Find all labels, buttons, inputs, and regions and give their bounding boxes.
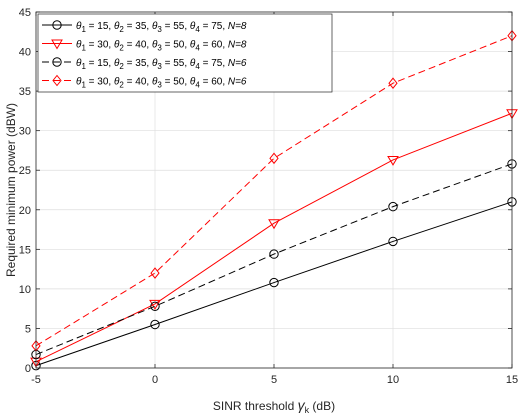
legend-marker (52, 20, 62, 30)
data-point (388, 77, 398, 90)
series-3 (31, 159, 517, 360)
legend-entry: θ1 = 15, θ2 = 35, θ3 = 55, θ4 = 75, N=8 (42, 20, 247, 34)
x-tick-label: -5 (31, 374, 41, 386)
legend-entry: θ1 = 15, θ2 = 35, θ3 = 55, θ4 = 75, N=6 (42, 57, 247, 71)
y-tick-label: 35 (19, 86, 31, 98)
series-line (35, 35, 513, 347)
legend-marker (51, 39, 63, 50)
data-point (269, 152, 279, 165)
legend-label: θ1 = 15, θ2 = 35, θ3 = 55, θ4 = 75, N=8 (76, 21, 247, 34)
y-tick-label: 30 (19, 126, 31, 138)
data-point (269, 249, 279, 259)
data-point (150, 319, 160, 330)
legend-entry: θ1 = 30, θ2 = 40, θ3 = 50, θ4 = 60, N=8 (42, 39, 247, 53)
x-tick-label: 15 (506, 374, 518, 386)
data-point (269, 277, 279, 288)
data-point (150, 301, 160, 311)
legend-label: θ1 = 30, θ2 = 40, θ3 = 50, θ4 = 60, N=8 (76, 40, 247, 53)
legend-entry: θ1 = 30, θ2 = 40, θ3 = 50, θ4 = 60, N=6 (42, 74, 247, 90)
legend-marker (52, 74, 62, 87)
y-tick-label: 5 (25, 323, 31, 335)
data-point (388, 201, 398, 212)
x-tick-label: 10 (387, 374, 399, 386)
legend-label: θ1 = 15, θ2 = 35, θ3 = 55, θ4 = 75, N=6 (76, 58, 247, 71)
y-tick-label: 25 (19, 165, 31, 177)
y-tick-label: 15 (19, 244, 31, 256)
series-4 (31, 29, 517, 352)
x-tick-label: 0 (152, 374, 158, 386)
data-point (388, 236, 398, 247)
data-point (387, 155, 399, 166)
legend: θ1 = 15, θ2 = 35, θ3 = 55, θ4 = 75, N=8 θ… (37, 13, 333, 93)
y-tick-label: 20 (19, 205, 31, 217)
series-line (35, 112, 513, 363)
data-point (149, 299, 161, 310)
data-point (268, 219, 280, 230)
x-tick-label: 5 (271, 374, 277, 386)
legend-marker (52, 57, 62, 67)
legend-label: θ1 = 30, θ2 = 40, θ3 = 50, θ4 = 60, N=6 (76, 77, 247, 90)
y-axis-label: Required minimum power (dBW) (4, 103, 18, 277)
series-layer (30, 29, 518, 371)
legend-box (37, 13, 333, 93)
y-tick-label: 10 (19, 284, 31, 296)
series-1 (31, 197, 517, 371)
series-line (35, 163, 513, 356)
x-axis-label: SINR threshold γk (dB) (213, 397, 335, 415)
y-tick-label: 45 (19, 7, 31, 19)
y-tick-label: 0 (25, 363, 31, 375)
series-line (35, 201, 513, 367)
data-point (150, 267, 160, 279)
y-tick-label: 40 (19, 47, 31, 59)
